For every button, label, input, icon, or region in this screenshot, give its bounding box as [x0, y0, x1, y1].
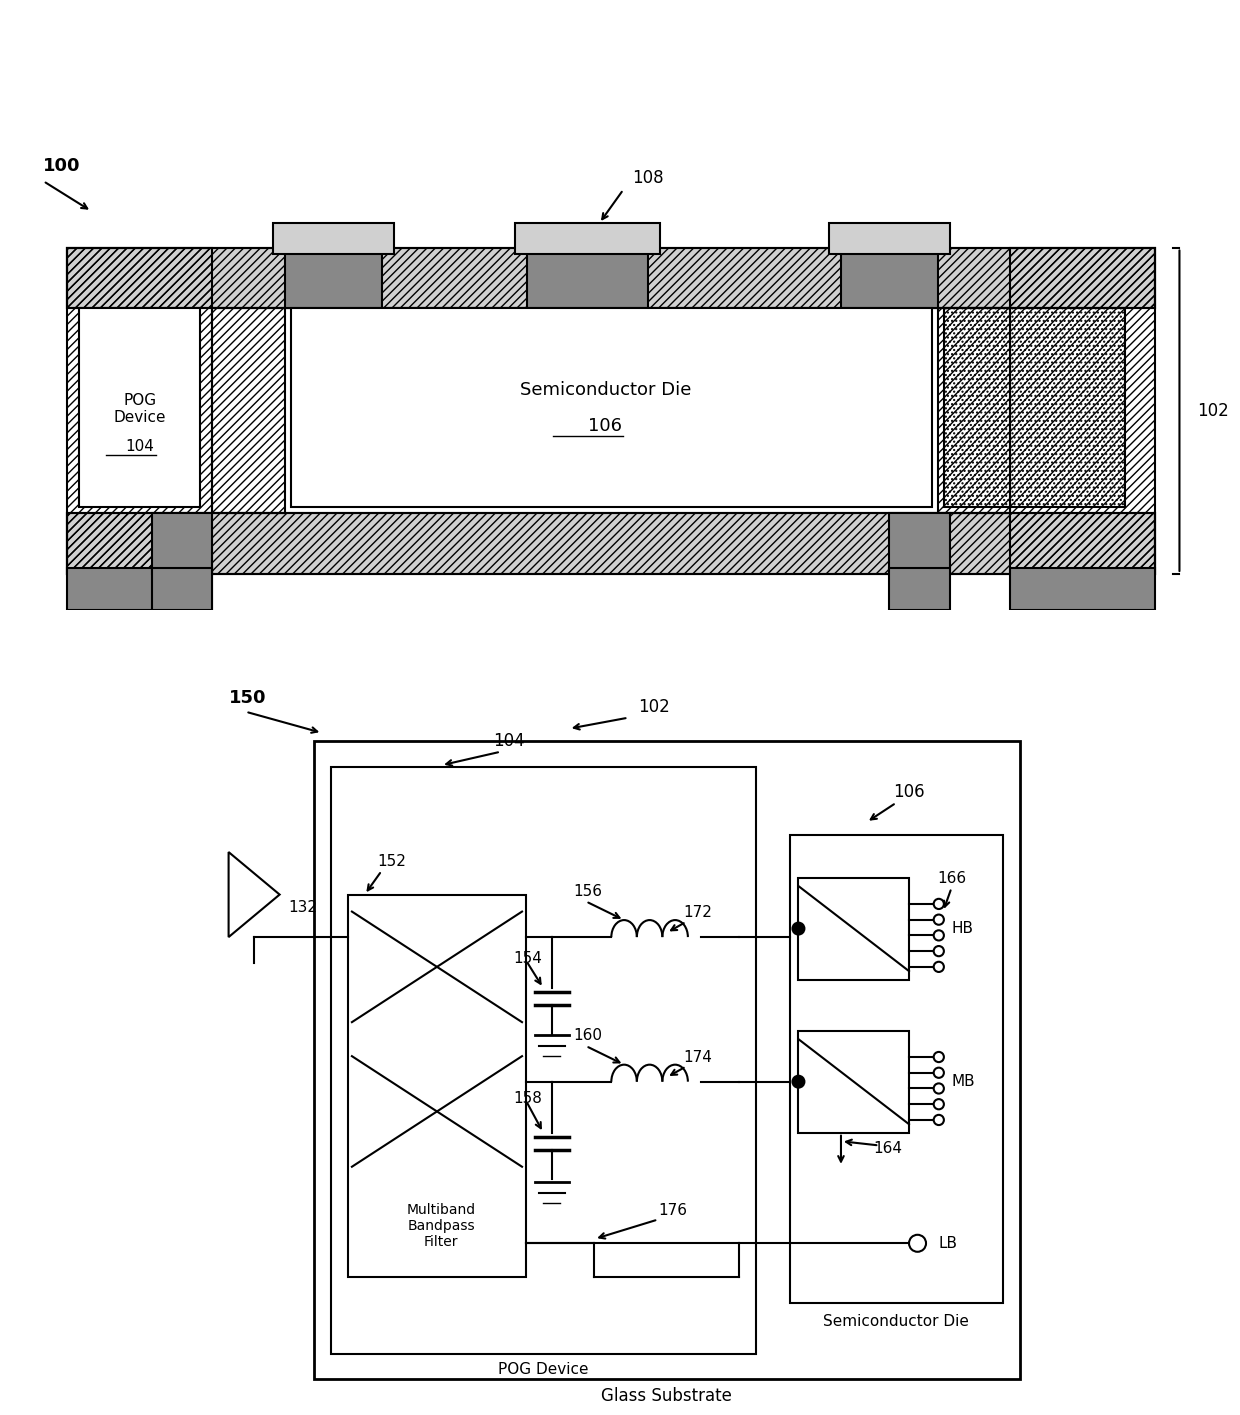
- Circle shape: [934, 947, 944, 957]
- Text: Semiconductor Die: Semiconductor Die: [823, 1315, 970, 1329]
- Bar: [828, 224, 950, 253]
- Text: 104: 104: [125, 440, 154, 454]
- Text: 166: 166: [937, 872, 966, 886]
- Bar: [153, 514, 212, 574]
- Bar: [799, 877, 909, 979]
- Circle shape: [934, 1084, 944, 1094]
- Text: 104: 104: [494, 732, 525, 750]
- Circle shape: [909, 1235, 926, 1252]
- Bar: [314, 741, 1019, 1380]
- Bar: [331, 767, 756, 1354]
- Text: 152: 152: [377, 855, 407, 869]
- Text: 172: 172: [683, 906, 713, 920]
- Bar: [67, 248, 1156, 308]
- Bar: [841, 248, 937, 308]
- Bar: [291, 308, 931, 508]
- Bar: [889, 567, 950, 610]
- Text: HB: HB: [951, 921, 973, 937]
- Text: 176: 176: [658, 1203, 687, 1218]
- Bar: [67, 567, 212, 610]
- Bar: [944, 308, 1125, 508]
- Text: 100: 100: [43, 157, 81, 175]
- Bar: [79, 308, 201, 508]
- Text: LB: LB: [939, 1235, 957, 1251]
- Text: 154: 154: [513, 951, 542, 966]
- Text: POG Device: POG Device: [498, 1361, 589, 1377]
- Text: 132: 132: [288, 900, 317, 916]
- Bar: [1011, 567, 1156, 610]
- Text: Glass Substrate: Glass Substrate: [601, 1387, 732, 1405]
- Polygon shape: [228, 852, 280, 937]
- Text: 160: 160: [573, 1029, 603, 1043]
- Text: 162: 162: [852, 880, 880, 894]
- Bar: [515, 224, 660, 253]
- Circle shape: [934, 930, 944, 941]
- Text: 102: 102: [1198, 402, 1229, 420]
- Bar: [889, 514, 950, 574]
- Text: 106: 106: [588, 417, 622, 436]
- Bar: [790, 835, 1003, 1303]
- Bar: [1011, 248, 1156, 574]
- Bar: [937, 308, 1011, 514]
- Bar: [67, 514, 1156, 574]
- Circle shape: [792, 1075, 805, 1088]
- Text: Multiband
Bandpass
Filter: Multiband Bandpass Filter: [407, 1203, 476, 1249]
- Circle shape: [934, 899, 944, 908]
- Text: 150: 150: [228, 689, 267, 708]
- Text: 156: 156: [573, 884, 603, 899]
- Bar: [273, 224, 394, 253]
- Text: 102: 102: [639, 698, 670, 716]
- Bar: [527, 248, 647, 308]
- Bar: [799, 1030, 909, 1133]
- Bar: [285, 248, 382, 308]
- Bar: [67, 514, 1156, 574]
- Circle shape: [792, 923, 805, 934]
- Circle shape: [934, 962, 944, 972]
- Bar: [67, 248, 212, 574]
- Text: MB: MB: [951, 1074, 975, 1090]
- Circle shape: [934, 1115, 944, 1125]
- Bar: [153, 567, 212, 610]
- Text: 158: 158: [513, 1091, 542, 1107]
- Text: 108: 108: [632, 170, 663, 187]
- Bar: [67, 248, 1156, 308]
- Text: 106: 106: [893, 782, 925, 801]
- Circle shape: [934, 1068, 944, 1078]
- Bar: [347, 894, 526, 1278]
- Circle shape: [934, 1099, 944, 1109]
- Text: Semiconductor Die: Semiconductor Die: [520, 381, 691, 399]
- Circle shape: [934, 914, 944, 925]
- Text: 174: 174: [683, 1050, 713, 1064]
- Bar: [212, 308, 285, 514]
- Text: 164: 164: [873, 1142, 903, 1156]
- Circle shape: [934, 1051, 944, 1063]
- Text: POG
Device: POG Device: [114, 392, 166, 424]
